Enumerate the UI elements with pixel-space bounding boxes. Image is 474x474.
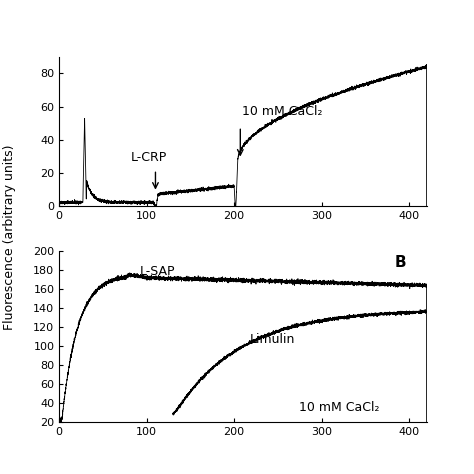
Text: L-CRP: L-CRP (131, 151, 167, 164)
Text: Fluorescence (arbitrary units): Fluorescence (arbitrary units) (3, 144, 16, 330)
Text: L-SAP: L-SAP (140, 265, 175, 278)
Text: Limulin: Limulin (250, 333, 295, 346)
Text: 10 mM CaCl₂: 10 mM CaCl₂ (299, 401, 379, 414)
Text: 10 mM CaCl₂: 10 mM CaCl₂ (242, 105, 322, 118)
Text: B: B (395, 255, 407, 270)
